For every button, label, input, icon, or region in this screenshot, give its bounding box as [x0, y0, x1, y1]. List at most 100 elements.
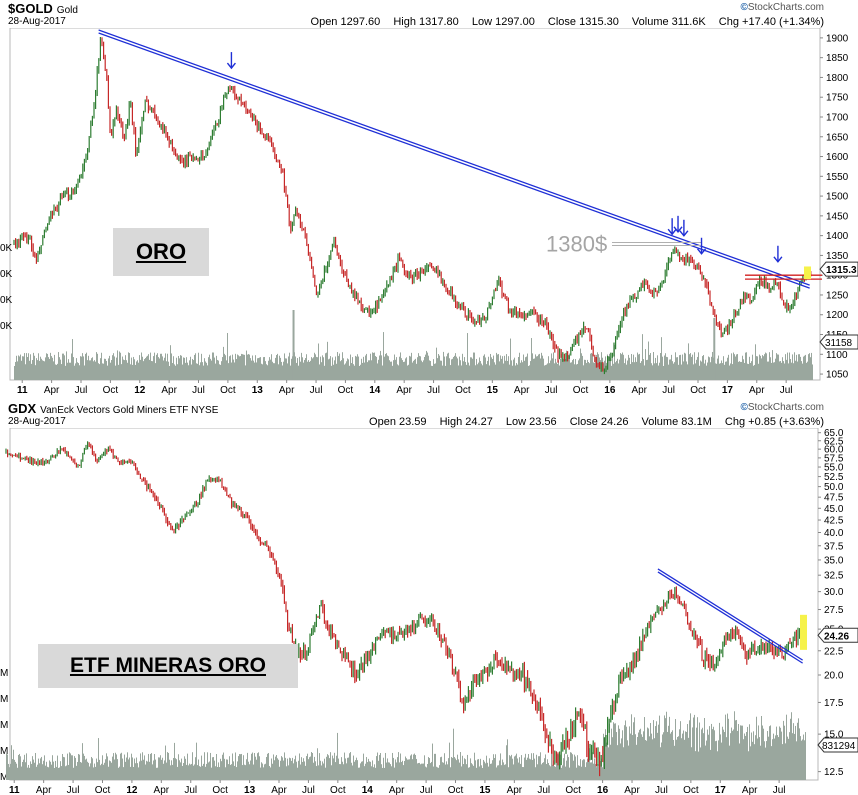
volume-bar	[113, 753, 114, 780]
volume-bar	[652, 365, 653, 380]
x-tick-label: Jul	[310, 385, 323, 396]
volume-bar	[793, 723, 794, 780]
volume-bar	[766, 741, 767, 780]
gdx-price-chart: 11 Apr Jul Oct 12 Apr Jul Oct 13 Apr Jul Oct 14 Apr Ju…	[0, 428, 858, 795]
volume-bar	[223, 346, 224, 380]
volume-bar	[657, 355, 658, 380]
volume-bar	[143, 759, 144, 780]
volume-bar	[131, 357, 132, 380]
volume-bar	[350, 354, 351, 380]
volume-bar	[57, 363, 58, 380]
volume-bar	[399, 762, 400, 780]
volume-bar	[784, 363, 785, 380]
volume-bar	[388, 356, 389, 380]
volume-bar	[135, 763, 136, 780]
volume-bar	[583, 365, 584, 380]
volume-bar	[635, 734, 636, 780]
volume-bar	[512, 365, 513, 380]
volume-bar	[457, 754, 458, 780]
volume-bar	[325, 353, 326, 380]
volume-bar	[316, 356, 317, 380]
volume-bar	[680, 354, 681, 380]
volume-bar	[567, 754, 568, 780]
volume-bar	[730, 733, 731, 780]
stockcharts-logo-2[interactable]: ©StockCharts.com	[740, 402, 824, 413]
x-tick-label: Jul	[420, 785, 433, 795]
volume-bar	[708, 734, 709, 780]
volume-bar	[790, 359, 791, 380]
volume-bar	[210, 358, 211, 380]
volume-bar	[245, 765, 246, 780]
volume-bar	[660, 353, 661, 380]
volume-bar	[450, 365, 451, 380]
volume-bar	[726, 737, 727, 780]
volume-bar	[558, 754, 559, 780]
volume-bar	[244, 764, 245, 780]
volume-bar	[548, 356, 549, 380]
volume-bar	[456, 356, 457, 380]
volume-bar	[559, 759, 560, 780]
volume-bar	[74, 756, 75, 780]
volume-bar	[250, 358, 251, 380]
volume-bar	[731, 353, 732, 380]
volume-bar	[587, 758, 588, 780]
trendline-parallel	[657, 571, 803, 664]
volume-bar	[43, 760, 44, 780]
volume-bar	[233, 761, 234, 780]
volume-bar	[684, 352, 685, 380]
volume-bar	[762, 725, 763, 780]
volume-bar	[141, 352, 142, 380]
volume-bar	[681, 364, 682, 380]
volume-bar	[231, 362, 232, 380]
gdx-symbol: GDX VanEck Vectors Gold Miners ETF NYSE	[8, 401, 219, 416]
volume-bar	[675, 719, 676, 780]
volume-bar	[465, 361, 466, 380]
volume-bar	[329, 358, 330, 380]
volume-bar	[385, 752, 386, 780]
volume-bar	[622, 730, 623, 780]
volume-bar	[581, 766, 582, 780]
gdx-low: 23.56	[529, 416, 557, 428]
volume-bar	[490, 763, 491, 780]
volume-bar	[221, 761, 222, 780]
volume-bar	[221, 361, 222, 380]
volume-bar	[367, 762, 368, 780]
volume-bar	[242, 765, 243, 780]
volume-bar	[330, 356, 331, 380]
volume-bar	[803, 356, 804, 380]
x-tick-label: Apr	[396, 385, 412, 396]
volume-bar	[198, 759, 199, 780]
volume-bar	[416, 363, 417, 380]
x-tick-label: Jul	[184, 785, 197, 795]
volume-bar	[332, 357, 333, 380]
volume-bar	[152, 361, 153, 380]
volume-bar	[278, 759, 279, 780]
volume-bar	[31, 763, 32, 780]
volume-bar	[40, 356, 41, 380]
volume-bar	[205, 766, 206, 780]
volume-bar	[520, 763, 521, 780]
volume-bar	[340, 361, 341, 380]
volume-bar	[728, 718, 729, 780]
volume-bar	[62, 753, 63, 780]
volume-bar	[785, 354, 786, 380]
x-tick-label: 16	[597, 785, 609, 795]
volume-bar	[506, 745, 507, 780]
volume-bar	[490, 353, 491, 380]
volume-bar	[603, 733, 604, 780]
volume-bar	[261, 762, 262, 780]
volume-bar	[702, 727, 703, 780]
volume-bar	[77, 761, 78, 780]
volume-bar	[259, 357, 260, 380]
volume-bar	[126, 360, 127, 380]
stockcharts-logo[interactable]: ©StockCharts.com	[740, 2, 824, 13]
volume-bar	[698, 751, 699, 780]
volume-bar	[107, 365, 108, 380]
volume-bar	[149, 761, 150, 780]
x-tick-label: Oct	[448, 785, 464, 795]
volume-bar	[172, 363, 173, 380]
volume-bar	[161, 759, 162, 780]
volume-bar	[724, 731, 725, 780]
volume-bar	[95, 766, 96, 780]
volume-bar	[579, 765, 580, 780]
